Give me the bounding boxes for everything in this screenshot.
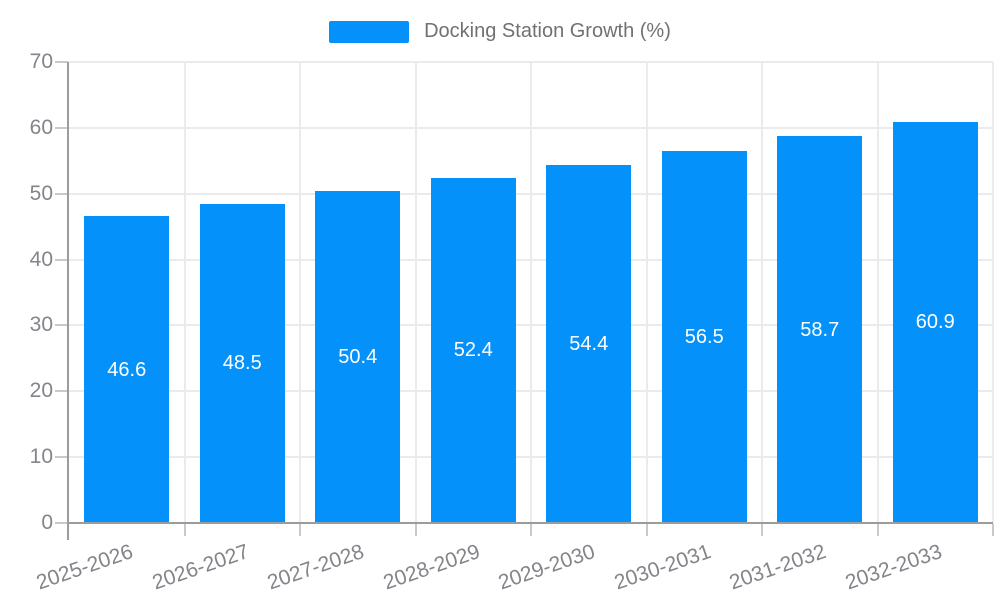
y-axis-tick <box>55 522 68 524</box>
y-axis-label: 0 <box>41 511 53 534</box>
bar-value-label: 56.5 <box>684 325 724 348</box>
bar-value-label: 60.9 <box>915 311 955 334</box>
y-axis-label: 20 <box>29 379 53 403</box>
x-axis-tick <box>299 524 301 536</box>
y-axis-tick <box>55 324 68 327</box>
y-axis-tick <box>55 456 68 459</box>
bar <box>84 216 170 523</box>
gridline-vertical <box>876 62 879 523</box>
y-axis-tick <box>55 390 68 393</box>
bar <box>892 121 978 523</box>
x-axis-label: 2025-2026 <box>33 540 137 595</box>
x-axis-label: 2030-2031 <box>611 540 714 595</box>
bar <box>546 164 632 523</box>
bar <box>199 203 285 523</box>
x-axis-tick <box>414 524 417 536</box>
y-axis-label: 30 <box>29 313 53 337</box>
x-axis-tick <box>530 524 532 536</box>
x-axis-label: 2028-2029 <box>380 540 483 595</box>
y-axis-label: 50 <box>29 181 53 205</box>
y-axis-label: 10 <box>29 445 53 469</box>
y-axis-tick <box>55 258 68 261</box>
legend-swatch <box>329 20 410 43</box>
bar-value-label: 50.4 <box>338 346 378 369</box>
y-axis-tick <box>55 192 68 195</box>
gridline-vertical <box>645 62 648 523</box>
bar-value-label: 58.7 <box>800 318 840 341</box>
gridline-vertical <box>530 62 532 523</box>
x-axis-label: 2032-2033 <box>842 540 945 595</box>
bar <box>777 136 863 523</box>
gridline-vertical <box>299 62 301 523</box>
bar-value-label: 48.5 <box>222 352 262 375</box>
bar-value-label: 54.4 <box>569 332 609 355</box>
bar <box>430 177 516 523</box>
y-axis-tick <box>55 61 68 63</box>
x-axis-tick <box>992 524 994 536</box>
bar <box>661 150 747 523</box>
x-axis-label: 2026-2027 <box>149 540 252 595</box>
x-axis-tick <box>876 524 879 536</box>
x-axis-line <box>69 522 993 524</box>
bar-value-label: 46.6 <box>107 358 147 381</box>
gridline-vertical <box>414 62 417 523</box>
x-axis-tick <box>183 524 186 536</box>
x-axis-label: 2027-2028 <box>264 540 368 595</box>
legend-label: Docking Station Growth (%) <box>424 20 671 42</box>
bar <box>315 191 401 523</box>
x-axis-tick <box>645 524 648 536</box>
gridline-vertical <box>992 62 994 523</box>
x-axis-label: 2031-2032 <box>726 540 830 595</box>
y-axis-label: 60 <box>29 115 53 139</box>
gridline-vertical <box>183 62 186 523</box>
bar-value-label: 52.4 <box>453 339 493 362</box>
y-axis-label: 40 <box>29 247 53 271</box>
y-axis-label: 70 <box>29 50 53 73</box>
gridline-vertical <box>761 62 763 523</box>
x-axis-label: 2029-2030 <box>495 540 599 595</box>
y-axis-line <box>67 62 69 540</box>
y-axis-tick <box>55 126 68 129</box>
x-axis-tick <box>761 524 763 536</box>
legend[interactable]: Docking Station Growth (%) <box>0 20 1000 43</box>
